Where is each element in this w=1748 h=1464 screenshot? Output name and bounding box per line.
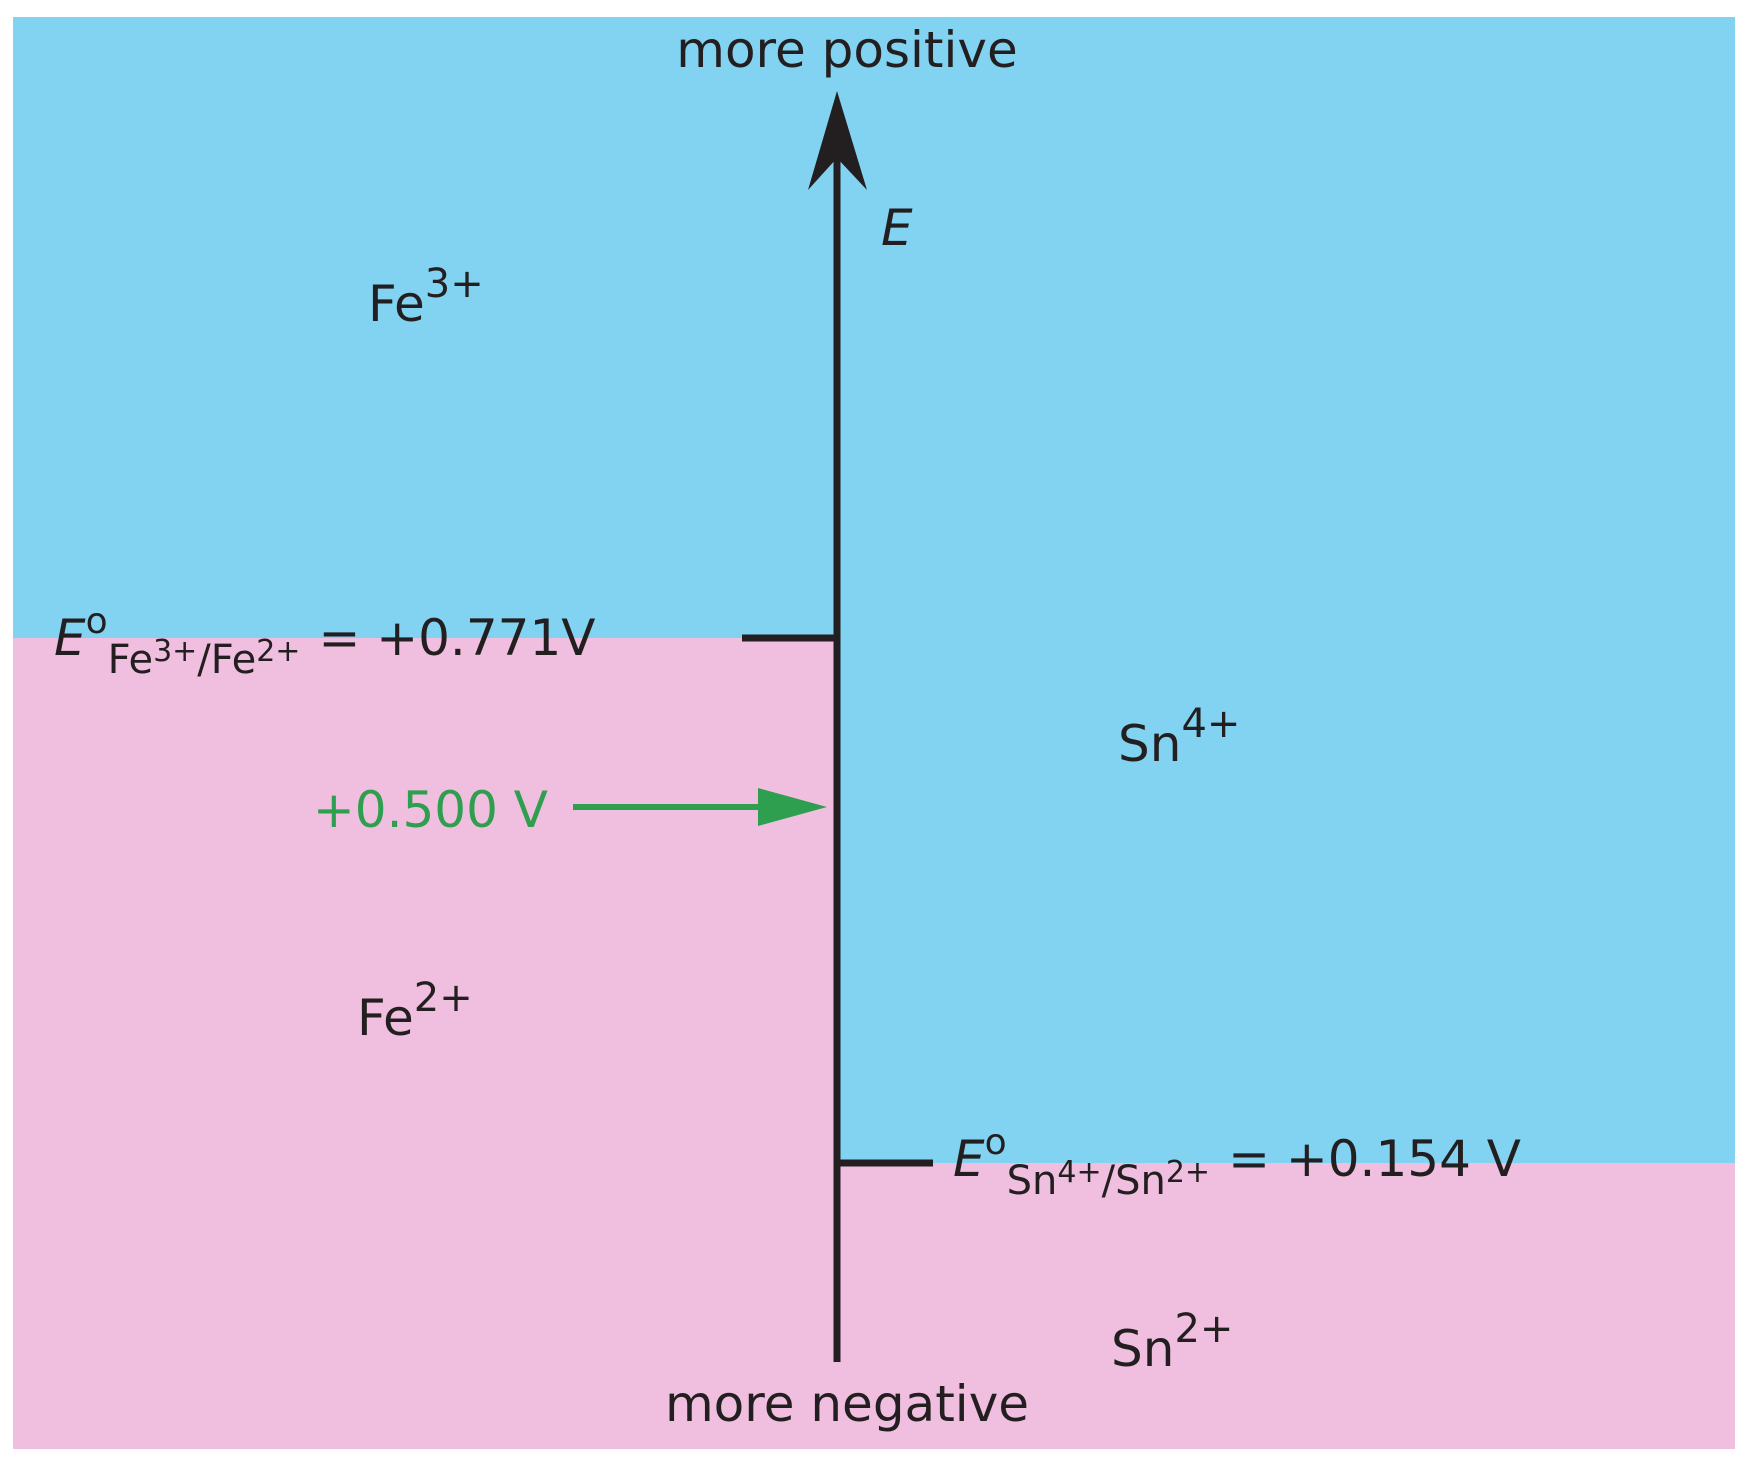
fe-potential: EoFe3+/Fe2+ = +0.771V (54, 601, 595, 683)
species-symbol: Sn (1111, 1320, 1174, 1378)
potential-symbol: E (953, 1130, 985, 1188)
applied-arrowhead (758, 788, 827, 826)
top-label: more positive (676, 21, 1018, 79)
applied-potential: +0.500 V (313, 781, 548, 839)
potential-value: = +0.154 V (1228, 1130, 1521, 1188)
sn-potential: EoSn4+/Sn2+ = +0.154 V (953, 1122, 1521, 1204)
fe2-region (13, 638, 837, 1449)
species-label: Sn2+ (1111, 1306, 1233, 1378)
potential-value: = +0.771V (318, 609, 595, 667)
sn4-region (837, 17, 1735, 1163)
potential-symbol: E (54, 609, 86, 667)
species-charge: 2+ (414, 975, 473, 1021)
species-symbol: Sn (1118, 715, 1181, 773)
species-charge: 4+ (1181, 701, 1240, 747)
fe3-region (13, 17, 837, 638)
couple-charge: 2+ (1166, 1155, 1210, 1190)
couple: /Sn (1102, 1158, 1166, 1204)
couple: /Fe (197, 637, 256, 683)
species-symbol: Fe (368, 275, 425, 333)
couple-charge: 3+ (153, 634, 197, 669)
species-label: Fe2+ (357, 975, 473, 1047)
couple-charge: 2+ (256, 634, 300, 669)
species-symbol: Fe (357, 989, 414, 1047)
axis-arrowhead (808, 91, 867, 190)
couple: Sn (1007, 1158, 1058, 1204)
potential-superscript: o (985, 1122, 1007, 1163)
bottom-label: more negative (665, 1375, 1029, 1433)
sn2-region (837, 1163, 1735, 1449)
species-label: Fe3+ (368, 261, 484, 333)
species-charge: 3+ (425, 261, 484, 307)
couple: Fe (108, 637, 153, 683)
couple-charge: 4+ (1057, 1155, 1101, 1190)
axis-symbol: E (881, 199, 913, 257)
potential-superscript: o (86, 601, 108, 642)
species-charge: 2+ (1174, 1306, 1233, 1352)
species-label: Sn4+ (1118, 701, 1240, 773)
